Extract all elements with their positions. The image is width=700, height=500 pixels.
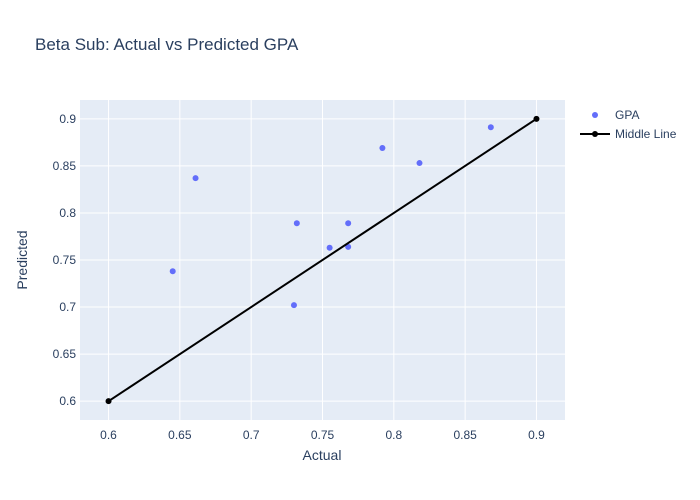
data-point[interactable] [192,175,199,182]
data-point[interactable] [105,398,112,405]
x-tick-label: 0.6 [100,428,117,442]
legend-marker-swatch [592,112,598,118]
data-point[interactable] [416,160,423,167]
y-tick-label: 0.6 [59,394,76,408]
data-point[interactable] [169,268,176,275]
series-line [107,117,538,403]
legend-item[interactable]: Middle Line [580,127,677,141]
y-tick-label: 0.7 [59,300,76,314]
y-tick-label: 0.75 [53,253,77,267]
x-axis-title: Actual [303,447,342,463]
x-tick-label: 0.7 [243,428,260,442]
y-tick-label: 0.65 [53,347,77,361]
chart-title: Beta Sub: Actual vs Predicted GPA [35,35,299,54]
y-tick-label: 0.9 [59,112,76,126]
data-point[interactable] [487,124,494,131]
series-middle-line [105,115,540,405]
x-tick-label: 0.9 [528,428,545,442]
series-gpa [169,124,494,309]
y-axis-ticks: 0.6 0.65 0.7 0.75 0.8 0.85 0.9 [53,112,77,408]
data-point[interactable] [290,302,297,309]
legend-marker-swatch [592,131,598,137]
y-tick-label: 0.8 [59,206,76,220]
x-tick-label: 0.8 [385,428,402,442]
legend[interactable]: GPA Middle Line [580,108,677,141]
legend-item[interactable]: GPA [592,108,639,122]
data-point[interactable] [345,243,352,250]
x-tick-label: 0.75 [311,428,335,442]
y-axis-title: Predicted [14,230,30,289]
data-point[interactable] [533,115,540,122]
data-point[interactable] [345,220,352,227]
data-point[interactable] [326,244,333,251]
x-tick-label: 0.65 [168,428,192,442]
legend-label: GPA [615,108,639,122]
data-point[interactable] [379,145,386,151]
y-tick-label: 0.85 [53,159,77,173]
legend-label: Middle Line [615,127,677,141]
x-axis-ticks: 0.6 0.65 0.7 0.75 0.8 0.85 0.9 [100,428,545,442]
data-point[interactable] [293,220,300,227]
x-tick-label: 0.85 [453,428,477,442]
series-layer [105,115,540,405]
